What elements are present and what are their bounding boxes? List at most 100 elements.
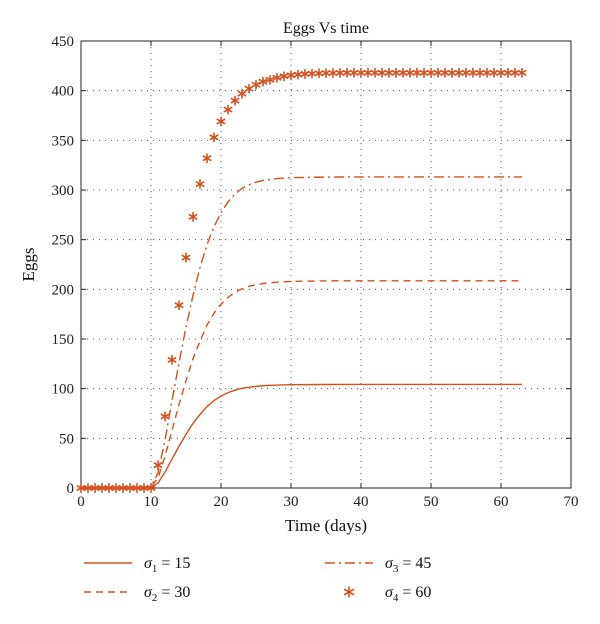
x-tick-label: 60	[494, 494, 509, 510]
data-point	[496, 67, 506, 78]
x-tick-label: 30	[284, 494, 299, 510]
data-point	[503, 67, 513, 78]
data-point	[195, 179, 205, 190]
x-tick-label: 0	[77, 494, 85, 510]
y-axis-title: Eggs	[19, 248, 38, 282]
x-tick-label: 70	[564, 494, 579, 510]
legend-item-4: σ4 = 60	[343, 584, 431, 604]
y-tick-label: 450	[52, 34, 75, 50]
data-point	[419, 67, 429, 78]
data-point	[363, 67, 373, 78]
data-point	[202, 153, 212, 164]
data-point	[223, 104, 233, 115]
data-point	[300, 68, 310, 79]
data-point	[90, 482, 100, 494]
legend-item-3: σ3 = 45	[325, 555, 431, 575]
data-point	[517, 67, 527, 78]
y-tick-label: 50	[59, 431, 74, 447]
data-point	[398, 67, 408, 78]
data-point	[174, 300, 184, 311]
data-point	[321, 68, 331, 79]
y-tick-label: 400	[52, 84, 75, 100]
y-tick-label: 150	[52, 332, 75, 348]
x-tick-label: 20	[214, 494, 229, 510]
data-point	[328, 67, 338, 78]
legend-label: σ3 = 45	[385, 555, 431, 575]
data-point	[111, 482, 121, 494]
data-point	[447, 67, 457, 78]
data-point	[230, 95, 240, 106]
data-point	[244, 83, 254, 94]
data-point	[153, 460, 163, 471]
data-point	[146, 482, 156, 494]
data-point	[384, 67, 394, 78]
chart-title: Eggs Vs time	[283, 20, 369, 37]
y-tick-label: 0	[67, 481, 75, 497]
series-4-markers	[76, 67, 527, 494]
x-tick-label: 50	[424, 494, 439, 510]
data-point	[489, 67, 499, 78]
legend-item-2: σ2 = 30	[84, 584, 190, 604]
data-point	[286, 70, 296, 81]
data-point	[307, 68, 317, 79]
data-point	[293, 69, 303, 80]
data-point	[405, 67, 415, 78]
x-tick-label: 40	[354, 494, 369, 510]
y-tick-label: 300	[52, 183, 75, 199]
legend-marker	[343, 586, 355, 598]
data-point	[391, 67, 401, 78]
data-point	[433, 67, 443, 78]
grid	[81, 41, 571, 488]
data-point	[335, 67, 345, 78]
plot-area	[80, 40, 572, 489]
data-point	[76, 482, 86, 494]
data-point	[314, 68, 324, 79]
legend-label: σ2 = 30	[144, 584, 190, 604]
series-3-line	[81, 176, 522, 489]
data-point	[370, 67, 380, 78]
data-point	[356, 67, 366, 78]
data-point	[342, 67, 352, 78]
y-tick-label: 250	[52, 233, 75, 249]
data-point	[454, 67, 464, 78]
series-1-line	[81, 383, 522, 489]
data-point	[377, 67, 387, 78]
data-point	[118, 482, 128, 494]
data-point	[160, 411, 170, 422]
y-tick-label: 350	[52, 133, 75, 149]
data-point	[482, 67, 492, 78]
data-point	[510, 67, 520, 78]
data-point	[181, 252, 191, 263]
legend: σ1 = 15 σ2 = 30 σ3 = 45 σ4 = 60	[84, 555, 431, 604]
y-tick-label: 200	[52, 282, 75, 298]
legend-label: σ4 = 60	[385, 584, 431, 604]
data-point	[272, 72, 282, 83]
series-2-line	[81, 280, 522, 489]
data-point	[132, 482, 142, 494]
data-point	[279, 71, 289, 82]
data-point	[216, 116, 226, 127]
axis-ticks: 0 10 20 30 40 50 60 70 0 50 100 150 200 250 300 350 400 4…	[52, 34, 579, 510]
data-point	[209, 132, 219, 143]
data-point	[349, 67, 359, 78]
data-point	[426, 67, 436, 78]
data-point	[475, 67, 485, 78]
data-point	[251, 79, 261, 90]
data-point	[258, 76, 268, 87]
data-point	[104, 482, 114, 494]
series-group	[76, 67, 527, 494]
data-point	[237, 88, 247, 99]
data-point	[461, 67, 471, 78]
x-axis-title: Time (days)	[285, 516, 367, 535]
data-point	[139, 482, 149, 494]
data-point	[125, 482, 135, 494]
data-point	[97, 482, 107, 494]
data-point	[188, 211, 198, 222]
data-point	[440, 67, 450, 78]
x-tick-label: 10	[144, 494, 159, 510]
data-point	[83, 482, 93, 494]
data-point	[167, 354, 177, 365]
data-point	[412, 67, 422, 78]
y-tick-label: 100	[52, 382, 75, 398]
